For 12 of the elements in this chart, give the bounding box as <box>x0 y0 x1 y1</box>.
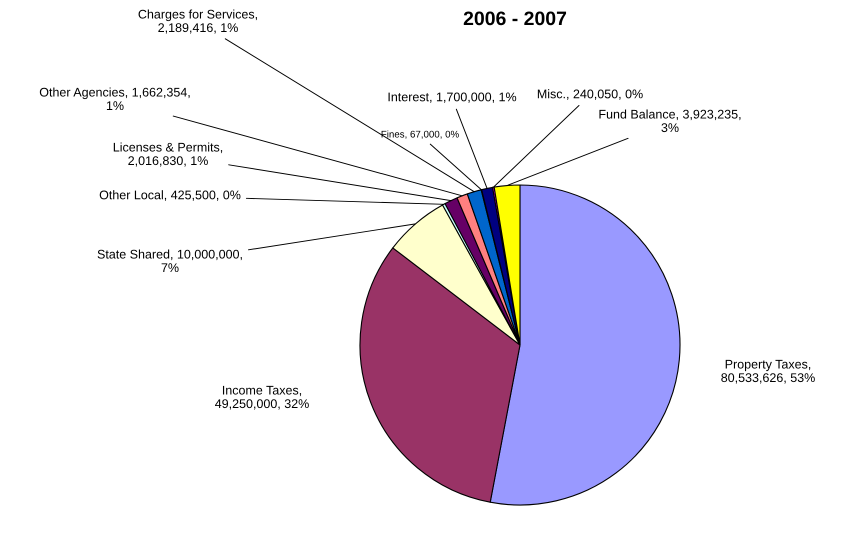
slice-label: Misc., 240,050, 0% <box>538 89 643 100</box>
slice-label: Charges for Services, 2,189,416, 1% <box>138 9 257 34</box>
slice-label: Fund Balance, 3,923,235, 3% <box>599 109 740 132</box>
slice-label: Other Local, 425,500, 0% <box>100 190 240 201</box>
slice-label: Interest, 1,700,000, 1% <box>388 92 516 103</box>
slice-label: State Shared, 10,000,000, 7% <box>98 249 242 272</box>
slice-label: Fines, 67,000, 0% <box>382 130 459 139</box>
chart-title: 2006 - 2007 <box>464 11 566 26</box>
slice-label: Income Taxes, 49,250,000, 32% <box>215 386 309 410</box>
slice-label: Other Agencies, 1,662,354, 1% <box>40 87 190 110</box>
slice-label: Licenses & Permits, 2,016,830, 1% <box>114 142 222 167</box>
slice-label: Property Taxes, 80,533,626, 53% <box>721 360 815 384</box>
